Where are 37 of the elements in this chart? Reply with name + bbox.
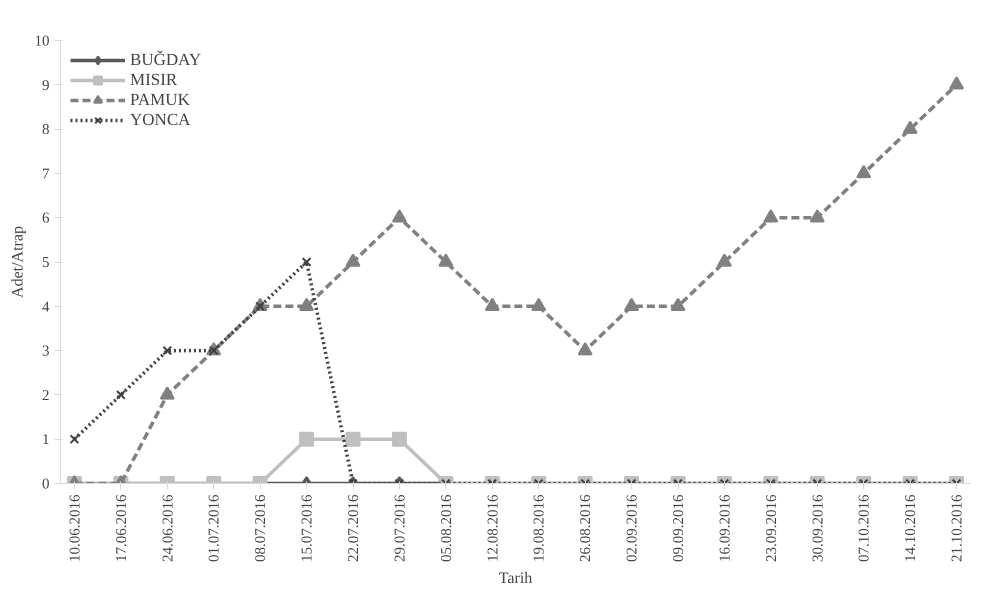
legend-label: MISIR <box>130 70 178 90</box>
x-tick-label: 12.08.2016 <box>485 494 502 562</box>
x-tick-label: 24.06.2016 <box>160 494 176 562</box>
y-tick-label: 3 <box>42 344 50 360</box>
x-tick-label: 26.08.2016 <box>578 494 594 562</box>
x-tick-label: 14.10.2016 <box>903 494 920 562</box>
x-tick-label: 21.10.2016 <box>950 494 966 562</box>
y-tick-label: 6 <box>42 210 50 227</box>
y-tick-label: 10 <box>34 34 50 50</box>
x-tick-label: 07.10.2016 <box>856 494 873 562</box>
x-axis-title: Tarih <box>498 570 532 587</box>
x-tick-label: 30.09.2016 <box>810 494 826 562</box>
x-tick-label: 09.09.2016 <box>671 494 687 562</box>
x-tick-label: 01.07.2016 <box>206 494 223 562</box>
legend-label: YONCA <box>130 110 190 130</box>
x-tick-label: 05.08.2016 <box>438 494 455 562</box>
y-tick-label: 8 <box>42 122 50 138</box>
y-tick-label: 2 <box>42 388 50 404</box>
y-tick-label: 4 <box>42 299 50 316</box>
x-tick-label: 17.06.2016 <box>114 494 130 562</box>
x-tick-label: 23.09.2016 <box>764 494 780 562</box>
y-tick-label: 7 <box>42 166 50 182</box>
x-tick-label: 19.08.2016 <box>532 494 548 562</box>
x-tick-label: 10.06.2016 <box>67 494 84 562</box>
y-tick-label: 9 <box>42 78 50 94</box>
x-tick-label: 16.09.2016 <box>717 494 734 562</box>
x-tick-label: 02.09.2016 <box>624 494 641 562</box>
x-tick-label: 08.07.2016 <box>253 494 270 562</box>
x-tick-label: 22.07.2016 <box>346 494 362 562</box>
y-tick-label: 0 <box>42 476 50 492</box>
y-tick-label: 5 <box>42 255 50 271</box>
legend-label: PAMUK <box>130 90 190 110</box>
legend-label: BUĞDAY <box>130 50 202 70</box>
y-tick-label: 1 <box>42 432 50 448</box>
y-axis-title: Adet/Atrap <box>10 226 26 298</box>
x-tick-label: 29.07.2016 <box>392 494 408 562</box>
x-tick-label: 15.07.2016 <box>300 494 316 562</box>
